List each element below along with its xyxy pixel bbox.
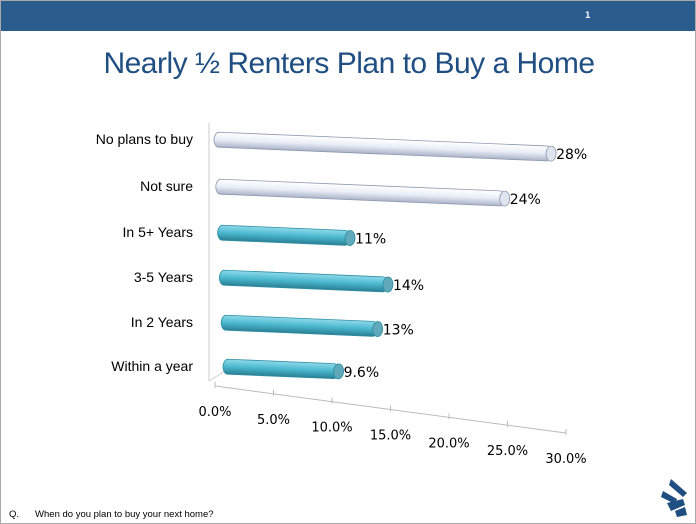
bar [220, 314, 384, 337]
x-tick-label: 0.0% [198, 405, 231, 420]
x-tick-label: 15.0% [370, 429, 411, 444]
data-label: 14% [393, 278, 424, 294]
bar [218, 269, 394, 293]
bar [222, 358, 344, 380]
header-bar: 1 [1, 1, 695, 31]
floor-line [208, 370, 226, 382]
category-label: No plans to buy [96, 131, 193, 147]
page-number: 1 [585, 11, 591, 21]
x-tick-label: 20.0% [428, 436, 469, 451]
category-label: Within a year [111, 358, 193, 374]
category-label: Not sure [140, 178, 193, 194]
x-tick-label: 25.0% [487, 444, 528, 459]
data-label: 24% [510, 192, 541, 208]
bar [213, 131, 557, 162]
data-label: 9.6% [344, 365, 380, 381]
x-tick-label: 5.0% [257, 413, 290, 428]
category-label: In 2 Years [131, 314, 193, 330]
x-tick-label: 10.0% [311, 421, 352, 436]
category-label: 3-5 Years [134, 269, 193, 285]
data-label: 11% [355, 232, 386, 248]
bar [215, 178, 511, 207]
x-tick-label: 30.0% [545, 452, 586, 467]
bar [217, 224, 356, 246]
company-logo-icon [661, 479, 687, 517]
category-label: In 5+ Years [123, 224, 193, 240]
question-label: Q. [9, 509, 20, 520]
slide-title: Nearly ½ Renters Plan to Buy a Home [103, 47, 595, 80]
data-label: 13% [383, 323, 414, 339]
question-footnote: Q. When do you plan to buy your next home… [9, 509, 230, 520]
data-label: 28% [556, 147, 587, 163]
question-text: When do you plan to buy your next home? [35, 509, 214, 520]
